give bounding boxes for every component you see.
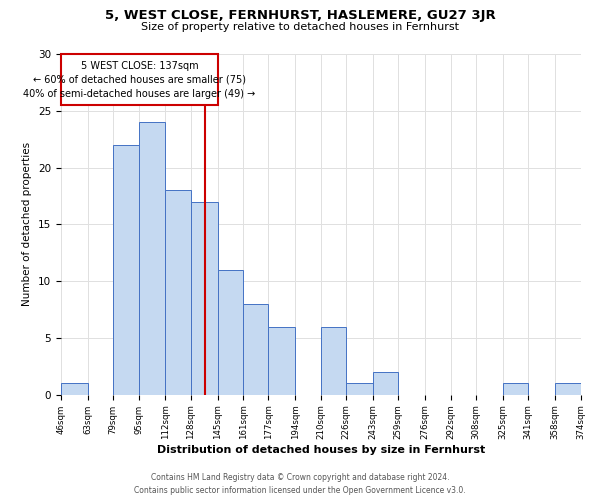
Text: Size of property relative to detached houses in Fernhurst: Size of property relative to detached ho… xyxy=(141,22,459,32)
Bar xyxy=(61,384,88,395)
Bar xyxy=(503,384,528,395)
Bar xyxy=(373,372,398,395)
FancyBboxPatch shape xyxy=(61,54,218,105)
Bar xyxy=(321,326,346,395)
Bar xyxy=(555,384,581,395)
Bar xyxy=(268,326,295,395)
Bar xyxy=(139,122,166,395)
Bar xyxy=(346,384,373,395)
Bar xyxy=(243,304,268,395)
Y-axis label: Number of detached properties: Number of detached properties xyxy=(22,142,32,306)
Bar xyxy=(166,190,191,395)
Bar xyxy=(113,145,139,395)
Bar xyxy=(191,202,218,395)
Text: 5, WEST CLOSE, FERNHURST, HASLEMERE, GU27 3JR: 5, WEST CLOSE, FERNHURST, HASLEMERE, GU2… xyxy=(104,9,496,22)
Text: 5 WEST CLOSE: 137sqm
← 60% of detached houses are smaller (75)
40% of semi-detac: 5 WEST CLOSE: 137sqm ← 60% of detached h… xyxy=(23,60,256,98)
Bar xyxy=(218,270,243,395)
X-axis label: Distribution of detached houses by size in Fernhurst: Distribution of detached houses by size … xyxy=(157,445,485,455)
Text: Contains HM Land Registry data © Crown copyright and database right 2024.
Contai: Contains HM Land Registry data © Crown c… xyxy=(134,474,466,495)
